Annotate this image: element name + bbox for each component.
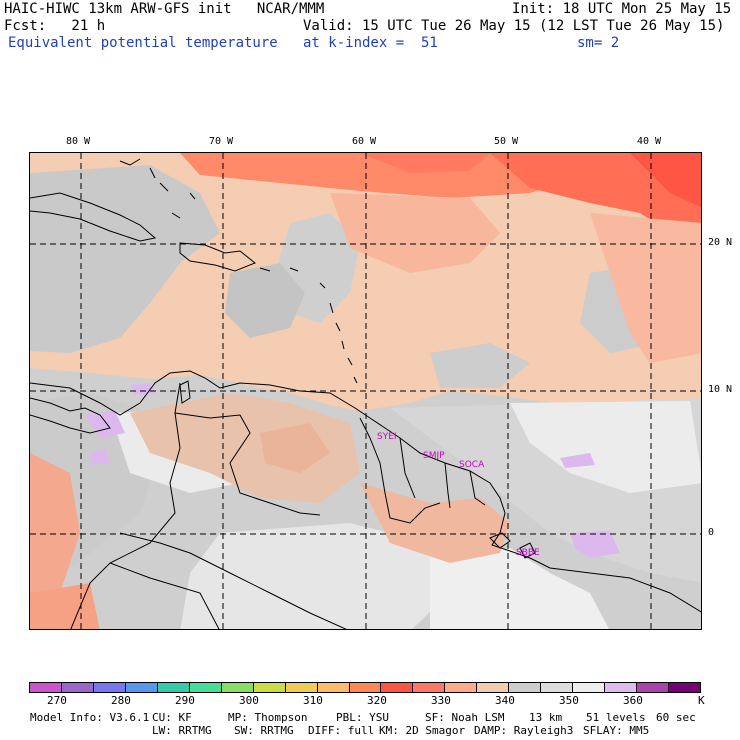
model-version: Model Info: V3.6.1: [30, 711, 150, 724]
station-smjp: SMJP: [423, 451, 445, 461]
shortwave-scheme: SW: RRTMG: [234, 724, 294, 737]
station-soca: SOCA: [459, 460, 485, 470]
colorbar-tick-350: 350: [559, 694, 579, 707]
pbl-scheme: PBL: YSU: [336, 711, 389, 724]
longwave-scheme: LW: RRTMG: [152, 724, 212, 737]
colorbar-tick-270: 270: [47, 694, 67, 707]
colorbar-tick-300: 300: [239, 694, 259, 707]
colorbar-segment: [476, 683, 509, 692]
damping-option: DAMP: Rayleigh3: [474, 724, 574, 737]
colorbar-segment: [572, 683, 605, 692]
colorbar-segment: [92, 683, 125, 692]
surface-layer-option: SFLAY: MM5: [583, 724, 650, 737]
station-sbbe: SBBE: [516, 548, 540, 558]
colorbar-segment: [252, 683, 285, 692]
colorbar-tick-330: 330: [431, 694, 451, 707]
colorbar-unit: K: [698, 694, 705, 707]
colorbar-tick-310: 310: [303, 694, 323, 707]
model-title: HAIC-HIWC 13km ARW-GFS init NCAR/MMM: [4, 1, 325, 17]
colorbar-tick-280: 280: [111, 694, 131, 707]
colorbar-tick-320: 320: [367, 694, 387, 707]
level-index: at k-index = 51: [303, 35, 438, 51]
map-field: [30, 153, 701, 629]
colorbar-segment: [444, 683, 477, 692]
field-name: Equivalent potential temperature: [8, 35, 278, 51]
grid-spacing: 13 km: [529, 711, 563, 724]
lon-label-50w: 50 W: [494, 136, 519, 147]
colorbar-tick-290: 290: [175, 694, 195, 707]
colorbar-segment: [124, 683, 157, 692]
lon-label-80w: 80 W: [66, 136, 91, 147]
colorbar-segment: [604, 683, 637, 692]
forecast-hour: Fcst: 21 h: [4, 18, 106, 34]
colorbar-segment: [380, 683, 413, 692]
km-option: KM: 2D Smagor: [379, 724, 466, 737]
colorbar-tick-340: 340: [495, 694, 515, 707]
diffusion-option: DIFF: full: [308, 724, 375, 737]
smoothing: sm= 2: [577, 35, 620, 51]
lon-label-60w: 60 W: [352, 136, 377, 147]
valid-time: Valid: 15 UTC Tue 26 May 15 (12 LST Tue …: [303, 18, 725, 34]
lat-label-10n: 10 N: [708, 384, 733, 395]
cumulus-scheme: CU: KF: [152, 711, 192, 724]
vertical-levels: 51 levels: [586, 711, 646, 724]
colorbar-segment: [284, 683, 317, 692]
surface-scheme: SF: Noah LSM: [425, 711, 505, 724]
init-time: Init: 18 UTC Mon 25 May 15: [512, 1, 732, 17]
colorbar-segment: [156, 683, 189, 692]
colorbar-segment: [412, 683, 445, 692]
colorbar: [29, 682, 701, 693]
lat-label-20n: 20 N: [708, 237, 733, 248]
lon-label-70w: 70 W: [209, 136, 234, 147]
colorbar-tick-360: 360: [623, 694, 643, 707]
colorbar-segment: [668, 683, 701, 692]
theta-e-map: [29, 152, 702, 630]
colorbar-segment: [348, 683, 381, 692]
microphysics-scheme: MP: Thompson: [228, 711, 308, 724]
colorbar-segment: [30, 683, 61, 692]
colorbar-segment: [316, 683, 349, 692]
colorbar-segment: [636, 683, 669, 692]
colorbar-segment: [540, 683, 573, 692]
lat-label-0: 0: [708, 527, 715, 538]
colorbar-segment: [220, 683, 253, 692]
colorbar-segment: [508, 683, 541, 692]
colorbar-segment: [188, 683, 221, 692]
lon-label-40w: 40 W: [637, 136, 662, 147]
colorbar-segment: [60, 683, 93, 692]
station-syei: SYEI: [377, 432, 397, 442]
time-step: 60 sec: [656, 711, 696, 724]
